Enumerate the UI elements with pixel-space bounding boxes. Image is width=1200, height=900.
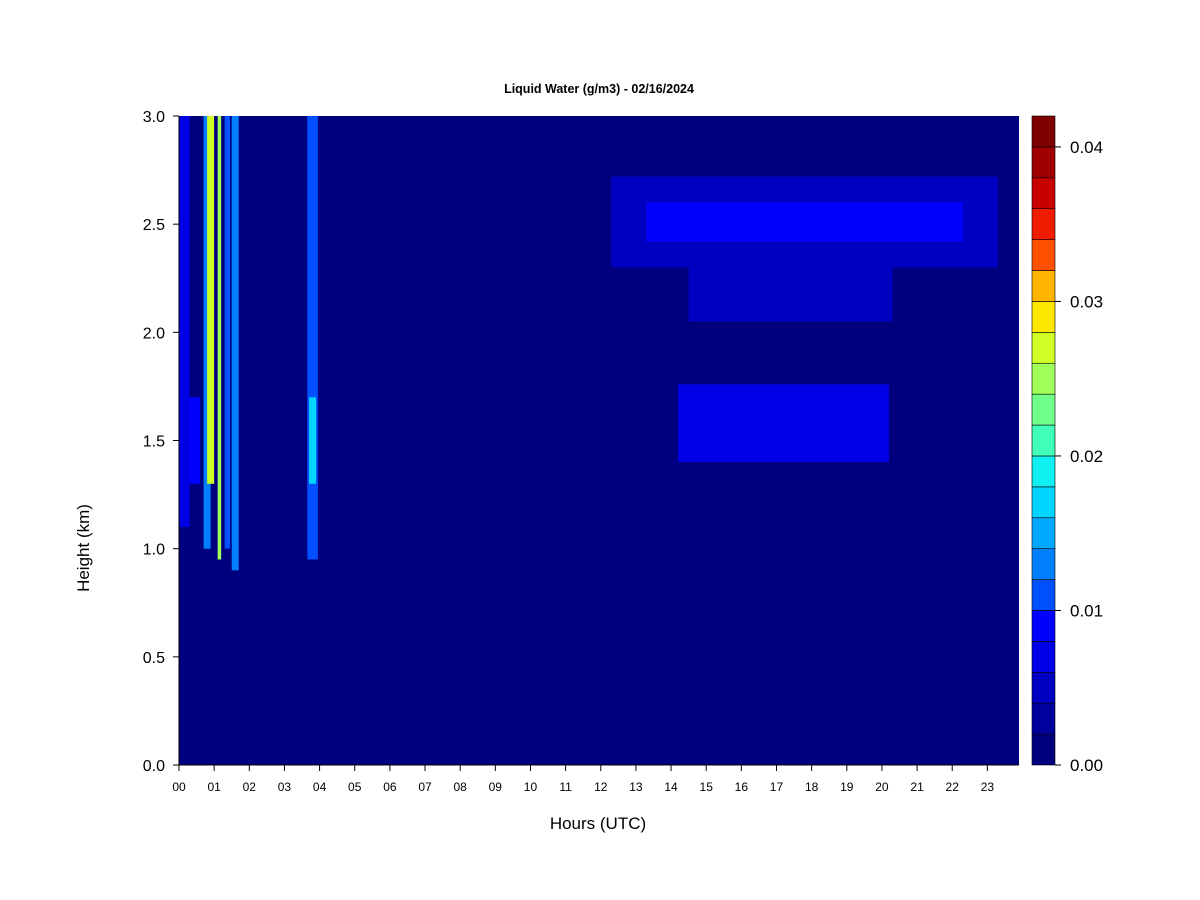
x-tick-label: 21	[910, 780, 924, 794]
colorbar-swatch	[1031, 362, 1056, 395]
x-tick-label: 12	[594, 780, 608, 794]
colorbar-swatch	[1031, 579, 1056, 611]
x-tick-label: 22	[946, 780, 960, 794]
y-tick-label: 1.0	[143, 542, 165, 559]
heatmap-cell	[309, 397, 317, 484]
x-tick-label: 11	[559, 780, 572, 794]
colorbar-swatch	[1031, 393, 1056, 426]
y-tick-label: 1.5	[143, 434, 165, 451]
colorbar-swatch	[1031, 146, 1056, 179]
x-tick-label: 03	[278, 780, 292, 794]
colorbar-swatch	[1031, 177, 1056, 210]
heatmap-cell	[231, 116, 239, 571]
x-tick-label: 15	[700, 780, 714, 794]
colorbar-swatch	[1031, 208, 1056, 240]
colorbar-swatch	[1031, 548, 1056, 580]
heatmap-cell	[207, 116, 215, 484]
heatmap-cell	[224, 116, 230, 549]
colorbar-swatch	[1031, 486, 1056, 519]
heatmap-cell	[179, 116, 190, 528]
x-tick-label: 16	[735, 780, 749, 794]
x-tick-label: 00	[172, 780, 186, 794]
x-tick-label: 10	[524, 780, 538, 794]
colorbar: 0.00 0.01 0.02 0.03 0.04	[1031, 115, 1103, 775]
x-tick-label: 19	[840, 780, 854, 794]
colorbar-swatch	[1031, 702, 1056, 735]
y-tick-label: 3.0	[143, 109, 165, 126]
heatmap-cell	[217, 116, 222, 560]
x-axis-label: Hours (UTC)	[550, 814, 646, 833]
colorbar-swatch	[1031, 517, 1056, 549]
colorbar-tick-label: 0.04	[1070, 138, 1103, 157]
colorbar-swatch	[1031, 733, 1056, 766]
chart-title: Liquid Water (g/m3) - 02/16/2024	[504, 82, 694, 96]
x-tick-label: 05	[348, 780, 362, 794]
x-tick-label: 07	[418, 780, 432, 794]
x-tick-label: 20	[875, 780, 889, 794]
heatmap-cell	[678, 384, 889, 463]
x-tick-label: 17	[770, 780, 784, 794]
colorbar-swatch	[1031, 455, 1056, 488]
heatmap-plot-area	[178, 116, 1019, 765]
colorbar-swatch	[1031, 424, 1056, 457]
colorbar-swatch	[1031, 610, 1056, 642]
colorbar-swatch	[1031, 301, 1056, 333]
y-axis-ticks: 0.0 0.5 1.0 1.5 2.0 2.5 3.0	[143, 109, 179, 775]
x-tick-label: 01	[207, 780, 221, 794]
colorbar-tick-label: 0.01	[1070, 601, 1103, 620]
colorbar-swatch	[1031, 270, 1056, 302]
colorbar-swatch	[1031, 671, 1056, 704]
x-tick-label: 09	[489, 780, 503, 794]
x-tick-label: 13	[629, 780, 643, 794]
heatmap-cell	[307, 116, 318, 560]
colorbar-tick-label: 0.02	[1070, 447, 1103, 466]
x-tick-label: 02	[243, 780, 257, 794]
colorbar-swatch	[1031, 332, 1056, 364]
heatmap-cell	[688, 267, 893, 322]
x-tick-label: 18	[805, 780, 819, 794]
colorbar-tick-label: 0.03	[1070, 292, 1103, 311]
y-tick-label: 2.0	[143, 325, 165, 342]
colorbar-swatch	[1031, 641, 1056, 673]
x-tick-label: 08	[453, 780, 467, 794]
x-tick-label: 23	[981, 780, 995, 794]
x-tick-label: 14	[664, 780, 678, 794]
y-tick-label: 0.0	[143, 758, 165, 775]
x-tick-label: 06	[383, 780, 397, 794]
x-axis-ticks: 00 01 02 03 04 05 06 07 08 09 10 11 12 13 14 15 16 17 18 19…	[172, 764, 1019, 794]
x-tick-label: 04	[313, 780, 327, 794]
colorbar-tick-label: 0.00	[1070, 756, 1103, 775]
heatmap-cell	[646, 202, 963, 242]
colorbar-swatch	[1031, 239, 1056, 271]
y-tick-label: 0.5	[143, 650, 165, 667]
colorbar-swatch	[1031, 115, 1056, 148]
y-axis-label: Height (km)	[74, 504, 93, 592]
y-tick-label: 2.5	[143, 217, 165, 234]
heatmap-cell	[189, 397, 201, 484]
